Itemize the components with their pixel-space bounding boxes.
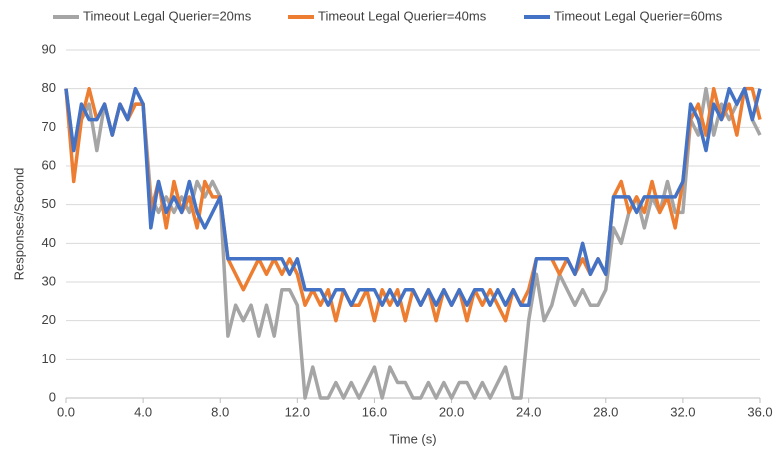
x-tick-label: 36.0 [747, 404, 772, 419]
legend-label: Timeout Legal Querier=40ms [318, 8, 487, 23]
series-line [64, 86, 762, 307]
x-tick-label: 8.0 [211, 404, 229, 419]
series-line [64, 86, 762, 400]
x-tick-label: 4.0 [134, 404, 152, 419]
y-tick-label: 70 [42, 119, 56, 134]
x-tick-label: 24.0 [516, 404, 541, 419]
y-tick-label: 30 [42, 273, 56, 288]
y-tick-label: 20 [42, 312, 56, 327]
x-tick-label: 0.0 [57, 404, 75, 419]
legend-label: Timeout Legal Querier=20ms [83, 8, 252, 23]
x-tick-label: 16.0 [362, 404, 387, 419]
y-axis-label: Responses/Second [11, 168, 26, 281]
y-tick-label: 60 [42, 157, 56, 172]
y-tick-label: 50 [42, 196, 56, 211]
x-tick-label: 20.0 [439, 404, 464, 419]
y-tick-label: 40 [42, 235, 56, 250]
y-tick-label: 10 [42, 351, 56, 366]
legend-label: Timeout Legal Querier=60ms [554, 8, 723, 23]
y-tick-label: 80 [42, 80, 56, 95]
x-tick-label: 28.0 [593, 404, 618, 419]
y-tick-label: 90 [42, 41, 56, 56]
x-tick-label: 12.0 [285, 404, 310, 419]
x-tick-label: 32.0 [670, 404, 695, 419]
y-tick-label: 0 [49, 389, 56, 404]
x-axis-label: Time (s) [389, 431, 436, 446]
